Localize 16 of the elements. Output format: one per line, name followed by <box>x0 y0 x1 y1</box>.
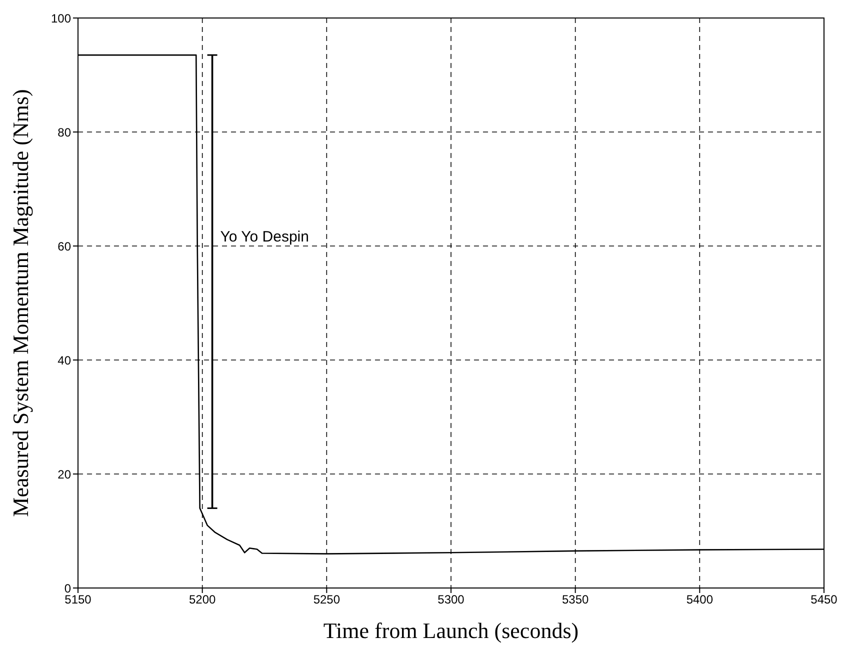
x-tick-label: 5450 <box>810 592 838 607</box>
x-tick-label: 5350 <box>562 592 590 607</box>
y-tick-label: 60 <box>58 239 72 254</box>
y-axis-title: Measured System Momentum Magnitude (Nms) <box>8 89 33 517</box>
x-tick-label: 5150 <box>64 592 92 607</box>
x-tick-label: 5400 <box>686 592 714 607</box>
x-tick-label: 5250 <box>313 592 340 607</box>
y-tick-label: 40 <box>58 353 72 368</box>
y-tick-label: 20 <box>58 467 72 482</box>
x-tick-label: 5300 <box>438 592 465 607</box>
y-tick-label: 0 <box>64 581 72 596</box>
y-tick-label: 100 <box>50 11 72 26</box>
annotation: Yo Yo Despin <box>220 228 309 246</box>
y-tick-label: 80 <box>58 125 72 140</box>
x-tick-label: 5200 <box>188 592 216 607</box>
x-axis-title: Time from Launch (seconds) <box>323 618 579 643</box>
